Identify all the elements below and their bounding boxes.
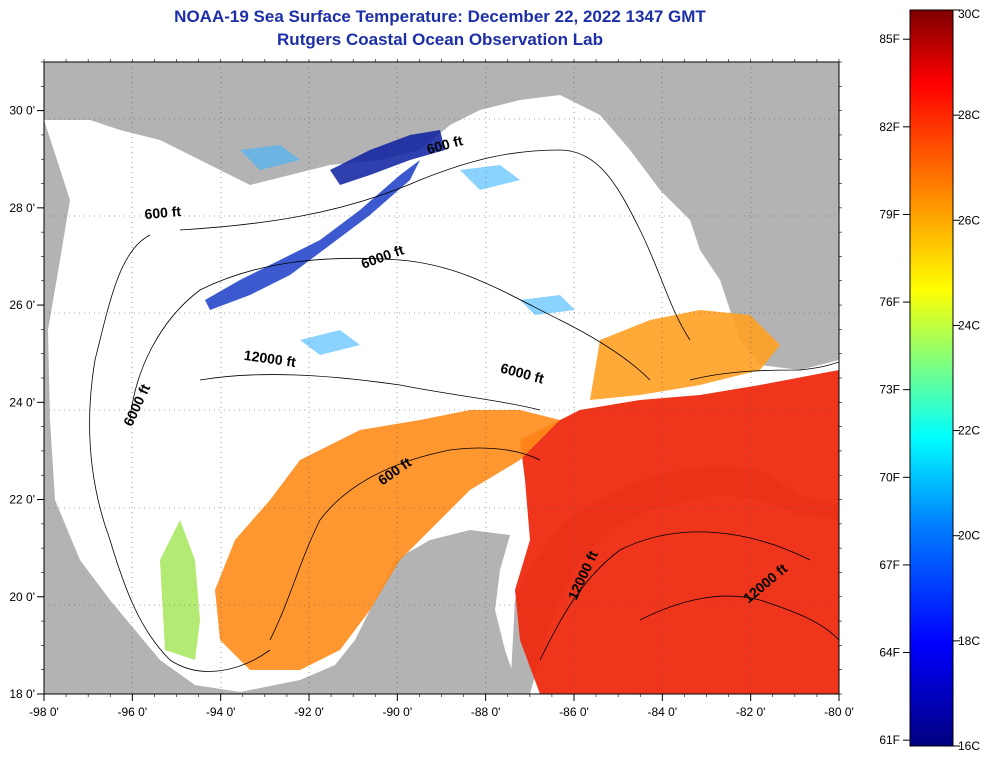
lat-tick-label: 20 0' <box>9 590 35 604</box>
florida-land <box>700 62 839 360</box>
contour-12000ft-south <box>539 531 811 661</box>
contour-depth-label: 12000 ft <box>243 347 297 370</box>
sst-orange-florida <box>590 310 780 400</box>
lon-tick-label: -80 0' <box>824 705 854 719</box>
colorbar-f-label: 70F <box>879 470 900 484</box>
sst-orange-shelf <box>215 410 560 670</box>
lon-tick-label: -86 0' <box>559 705 589 719</box>
contour-6000ft <box>129 257 651 421</box>
colorbar-f-label: 82F <box>879 120 900 134</box>
colorbar-f-label: 79F <box>879 207 900 221</box>
colorbar-f-label: 61F <box>879 733 900 747</box>
colorbar-c-label: 28C <box>958 108 980 122</box>
lon-tick-label: -90 0' <box>383 705 413 719</box>
lon-tick-label: -92 0' <box>294 705 324 719</box>
colorbar-c-label: 30C <box>958 7 980 21</box>
lat-tick-label: 24 0' <box>9 395 35 409</box>
colorbar-f-label: 76F <box>879 295 900 309</box>
lon-tick-label: -88 0' <box>471 705 501 719</box>
colorbar-celsius-labels: 30C 28C 26C 24C 22C 20C 18C 16C <box>953 7 980 753</box>
contour-600ft-yucatan <box>269 447 541 641</box>
lon-tick-label: -96 0' <box>118 705 148 719</box>
contour-12000ft-east <box>639 595 839 641</box>
colorbar-c-label: 24C <box>958 318 980 332</box>
contour-12000ft <box>199 374 541 411</box>
lat-tick-label: 22 0' <box>9 493 35 507</box>
contour-depth-label: 600 ft <box>144 203 182 222</box>
sst-blue-coast <box>330 130 445 185</box>
bathymetry-contours <box>89 149 839 672</box>
graticule <box>44 62 839 694</box>
sst-blue-shelf <box>205 160 420 310</box>
lon-tick-label: -82 0' <box>736 705 766 719</box>
colorbar-f-label: 73F <box>879 383 900 397</box>
sst-warm-red <box>515 370 839 694</box>
lat-tick-label: 26 0' <box>9 298 35 312</box>
colorbar-f-label: 64F <box>879 646 900 660</box>
contour-florida-shelf <box>689 361 839 381</box>
colorbar-c-label: 20C <box>958 529 980 543</box>
colorbar-c-label: 22C <box>958 424 980 438</box>
lon-tick-label: -94 0' <box>206 705 236 719</box>
sst-green-strip <box>160 520 200 660</box>
lat-tick-label: 18 0' <box>9 687 35 701</box>
colorbar-fahrenheit-labels: 85F 82F 79F 76F 73F 70F 67F 64F 61F <box>879 32 910 747</box>
colorbar: 85F 82F 79F 76F 73F 70F 67F 64F 61F 30C 28C 26C 24C… <box>879 7 980 753</box>
longitude-axis: -98 0' -96 0' -94 0' -92 0' -90 0' -88 0' -86 … <box>29 59 854 719</box>
lon-tick-label: -98 0' <box>29 705 59 719</box>
sst-cyan-patches <box>240 145 575 355</box>
colorbar-gradient <box>909 9 954 747</box>
map-subtitle: Rutgers Coastal Ocean Observation Lab <box>277 30 603 49</box>
lon-tick-label: -84 0' <box>648 705 678 719</box>
lat-tick-label: 30 0' <box>9 104 35 118</box>
colorbar-c-label: 18C <box>958 634 980 648</box>
contour-600ft-north <box>179 149 691 341</box>
contour-600ft-west <box>89 234 271 672</box>
lat-tick-label: 28 0' <box>9 201 35 215</box>
colorbar-f-label: 85F <box>879 32 900 46</box>
map-title: NOAA-19 Sea Surface Temperature: Decembe… <box>174 7 706 26</box>
colorbar-c-label: 26C <box>958 213 980 227</box>
colorbar-c-label: 16C <box>958 739 980 753</box>
latitude-axis: 30 0' 28 0' 26 0' 24 0' 22 0' 20 0' 18 0' <box>9 61 842 701</box>
colorbar-f-label: 67F <box>879 558 900 572</box>
